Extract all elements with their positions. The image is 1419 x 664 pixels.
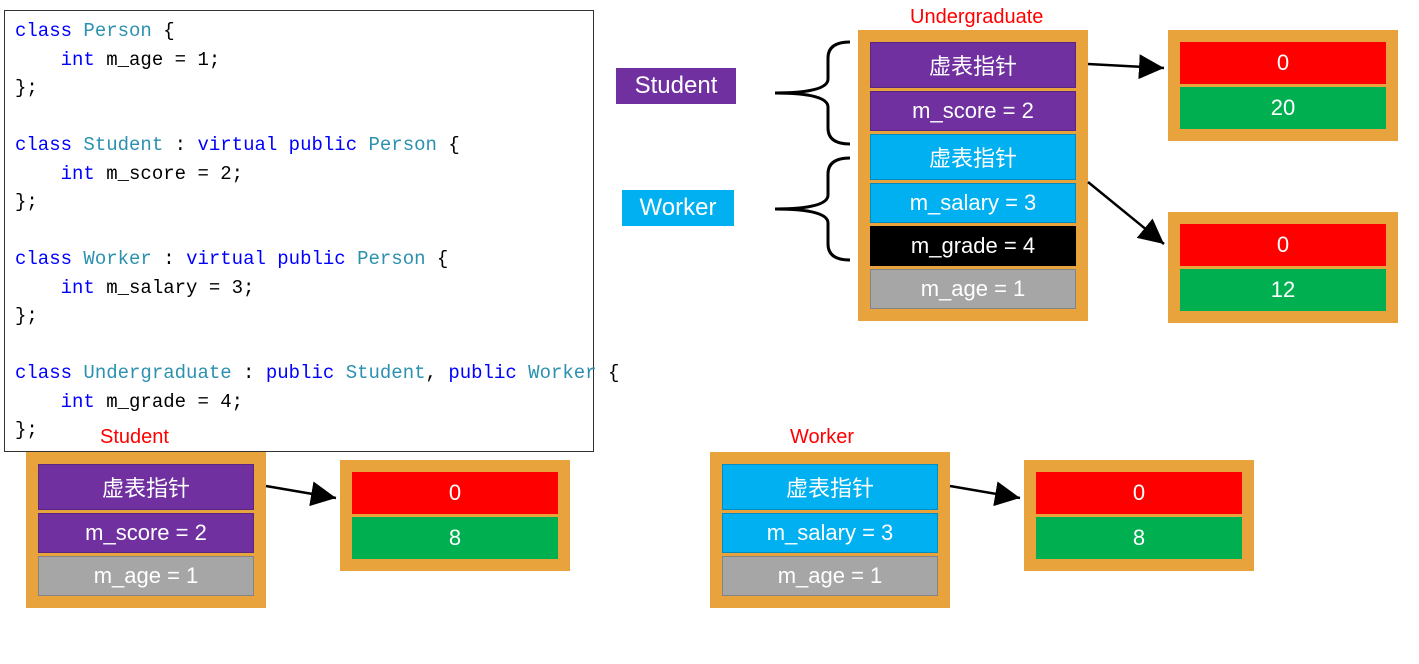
memory-row: m_salary = 3 (870, 183, 1076, 223)
memory-row: 12 (1180, 269, 1386, 311)
memory-row: 0 (1180, 224, 1386, 266)
memory-row: 虚表指针 (870, 134, 1076, 180)
memory-row: m_age = 1 (722, 556, 938, 596)
memory-row: 0 (352, 472, 558, 514)
undergraduate-memory-block: 虚表指针m_score = 2虚表指针m_salary = 3m_grade =… (858, 30, 1088, 321)
student-memory-block: 虚表指针m_score = 2m_age = 1 (26, 452, 266, 608)
memory-row: 0 (1180, 42, 1386, 84)
undergraduate-title: Undergraduate (910, 6, 1043, 29)
code-block: class Person { int m_age = 1; }; class S… (4, 10, 594, 452)
memory-row: 虚表指针 (722, 464, 938, 510)
worker-label: Worker (622, 190, 734, 226)
student-vtable: 08 (340, 460, 570, 571)
student-label: Student (616, 68, 736, 104)
memory-row: m_score = 2 (870, 91, 1076, 131)
memory-row: 虚表指针 (38, 464, 254, 510)
memory-row: m_age = 1 (38, 556, 254, 596)
worker-memory-block: 虚表指针m_salary = 3m_age = 1 (710, 452, 950, 608)
memory-row: m_salary = 3 (722, 513, 938, 553)
undergraduate-vtable-2: 012 (1168, 212, 1398, 323)
worker-vtable: 08 (1024, 460, 1254, 571)
memory-row: m_score = 2 (38, 513, 254, 553)
worker-title: Worker (790, 426, 854, 449)
memory-row: 虚表指针 (870, 42, 1076, 88)
undergraduate-vtable-1: 020 (1168, 30, 1398, 141)
memory-row: 0 (1036, 472, 1242, 514)
memory-row: m_grade = 4 (870, 226, 1076, 266)
student-title: Student (100, 426, 169, 449)
memory-row: 8 (352, 517, 558, 559)
memory-row: 8 (1036, 517, 1242, 559)
memory-row: 20 (1180, 87, 1386, 129)
memory-row: m_age = 1 (870, 269, 1076, 309)
